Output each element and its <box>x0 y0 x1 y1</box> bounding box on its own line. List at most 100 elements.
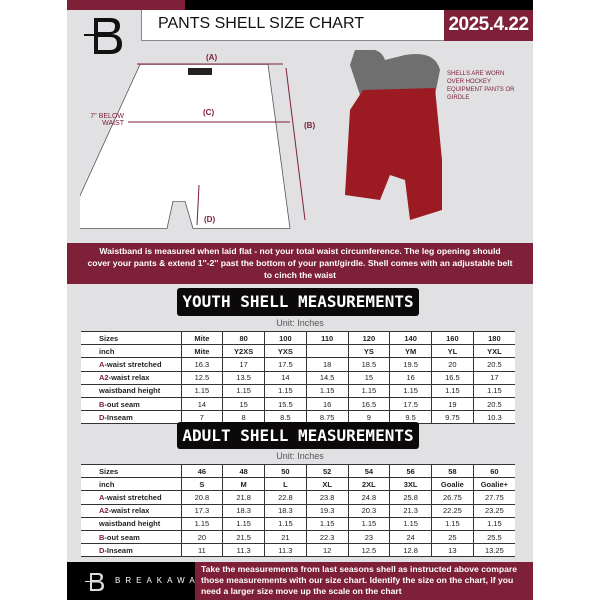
table-cell: 23.8 <box>305 490 349 505</box>
table-cell: 15 <box>222 397 265 412</box>
table-cell: 1.15 <box>264 384 307 398</box>
table-cell: 1.15 <box>180 384 224 398</box>
table-cell: 17.5 <box>389 397 432 412</box>
table-cell: 1.15 <box>431 517 474 531</box>
table-cell: 14 <box>180 397 224 412</box>
table-cell: 1.15 <box>472 384 515 398</box>
table-cell: 50 <box>264 463 307 479</box>
measure-name: -waist stretched <box>104 492 162 502</box>
table-cell: 26.75 <box>431 490 474 505</box>
table-cell: 56 <box>389 463 432 479</box>
table-cell: 1.15 <box>347 517 391 531</box>
measure-name: -out seam <box>104 399 140 409</box>
youth-unit: Unit: Inches <box>276 318 324 328</box>
table-cell: 9.75 <box>431 410 474 425</box>
table-cell: 25.5 <box>472 530 515 545</box>
row-label: waistband height <box>81 517 182 531</box>
table-cell: 18 <box>305 357 349 372</box>
table-cell: 160 <box>431 330 474 346</box>
measure-name: -waist stretched <box>104 359 162 369</box>
table-cell: 52 <box>305 463 349 479</box>
table-cell: 15 <box>347 371 391 385</box>
table-cell: 1.15 <box>347 384 391 398</box>
table-cell: 20 <box>431 357 474 372</box>
measure-name: -out seam <box>104 532 140 542</box>
table-cell: 1.15 <box>389 384 432 398</box>
table-cell: 20.5 <box>472 357 515 372</box>
table-cell: 1.15 <box>222 384 265 398</box>
table-cell: 16.5 <box>347 397 391 412</box>
table-row: inch Mite Y2XS YXS YS YM YL YXL <box>81 344 515 359</box>
measure-name: -waist relax <box>108 506 150 516</box>
youth-heading: YOUTH SHELL MEASUREMENTS <box>177 288 419 316</box>
table-cell: 12.5 <box>347 543 391 558</box>
pants-diagram <box>80 50 442 229</box>
row-label: A-waist stretched <box>81 490 182 505</box>
table-cell: 22.8 <box>264 490 307 505</box>
table-cell: 16 <box>389 371 432 385</box>
table-cell: Mite <box>180 344 224 359</box>
adult-unit: Unit: Inches <box>276 451 324 461</box>
table-row: A2-waist relax 17.3 18.3 18.3 19.3 20.3 21.3 22… <box>81 504 515 518</box>
table-cell: YXS <box>264 344 307 359</box>
table-cell: 1.15 <box>180 517 224 531</box>
table-cell: 11 <box>180 543 224 558</box>
belt-buckle-icon <box>188 68 212 75</box>
measure-name: Sizes <box>99 466 119 476</box>
table-cell: 60 <box>472 463 515 479</box>
table-cell: 20 <box>180 530 224 545</box>
table-row: B-out seam 14 15 15.5 16 16.5 17.5 19 20.5 <box>81 397 515 412</box>
table-cell: 22.25 <box>431 504 474 518</box>
table-cell: 17 <box>222 357 265 372</box>
measure-key: D <box>99 412 105 422</box>
row-label: inch <box>81 477 182 492</box>
shell-note: SHELLS ARE WORN OVER HOCKEY EQUIPMENT PA… <box>447 71 515 101</box>
measure-name: inch <box>99 346 115 356</box>
measure-key: B <box>99 532 105 542</box>
row-label: inch <box>81 344 182 359</box>
row-label: B-out seam <box>81 530 182 545</box>
row-label: B-out seam <box>81 397 182 412</box>
brand-name: BREAKAWAY <box>115 576 210 585</box>
table-row: D-Inseam 11 11.3 11.3 12 12.5 12.8 13 13.25 <box>81 543 515 558</box>
table-cell: 54 <box>347 463 391 479</box>
table-cell: YS <box>347 344 391 359</box>
measure-name: waistband height <box>99 386 161 396</box>
table-cell: 10.3 <box>472 410 515 425</box>
table-row: B-out seam 20 21.5 21 22.3 23 24 25 25.5 <box>81 530 515 545</box>
row-label: A2-waist relax <box>81 371 182 385</box>
table-cell <box>305 344 349 359</box>
table-cell: 100 <box>264 330 307 346</box>
table-cell: 24.8 <box>347 490 391 505</box>
table-row: A-waist stretched 20.8 21.8 22.8 23.8 24.8 25.… <box>81 490 515 505</box>
table-cell: 21.5 <box>222 530 265 545</box>
table-cell: 110 <box>305 330 349 346</box>
table-cell: YXL <box>472 344 515 359</box>
table-cell: 2XL <box>347 477 391 492</box>
table-cell: 21.8 <box>222 490 265 505</box>
table-cell: 19 <box>431 397 474 412</box>
table-cell: 24 <box>389 530 432 545</box>
table-cell: 11.3 <box>264 543 307 558</box>
table-cell: 3XL <box>389 477 432 492</box>
table-cell: 27.75 <box>472 490 515 505</box>
table-cell: M <box>222 477 265 492</box>
table-row: Sizes 46 48 50 52 54 56 58 60 <box>81 463 515 479</box>
table-cell: 23 <box>347 530 391 545</box>
table-cell: 140 <box>389 330 432 346</box>
top-strip-black <box>185 0 533 10</box>
table-cell: 12 <box>305 543 349 558</box>
table-cell: Goalie <box>431 477 474 492</box>
table-cell: 120 <box>347 330 391 346</box>
table-cell: 58 <box>431 463 474 479</box>
table-cell: 18.3 <box>222 504 265 518</box>
table-row: Sizes Mite 80 100 110 120 140 160 180 <box>81 330 515 346</box>
table-cell: 19.5 <box>389 357 432 372</box>
table-cell: YM <box>389 344 432 359</box>
breakaway-logo-icon <box>84 18 122 54</box>
table-cell: 12.5 <box>180 371 224 385</box>
table-cell: 1.15 <box>389 517 432 531</box>
table-cell: 80 <box>222 330 265 346</box>
label-a: (A) <box>206 53 218 62</box>
table-cell: L <box>264 477 307 492</box>
